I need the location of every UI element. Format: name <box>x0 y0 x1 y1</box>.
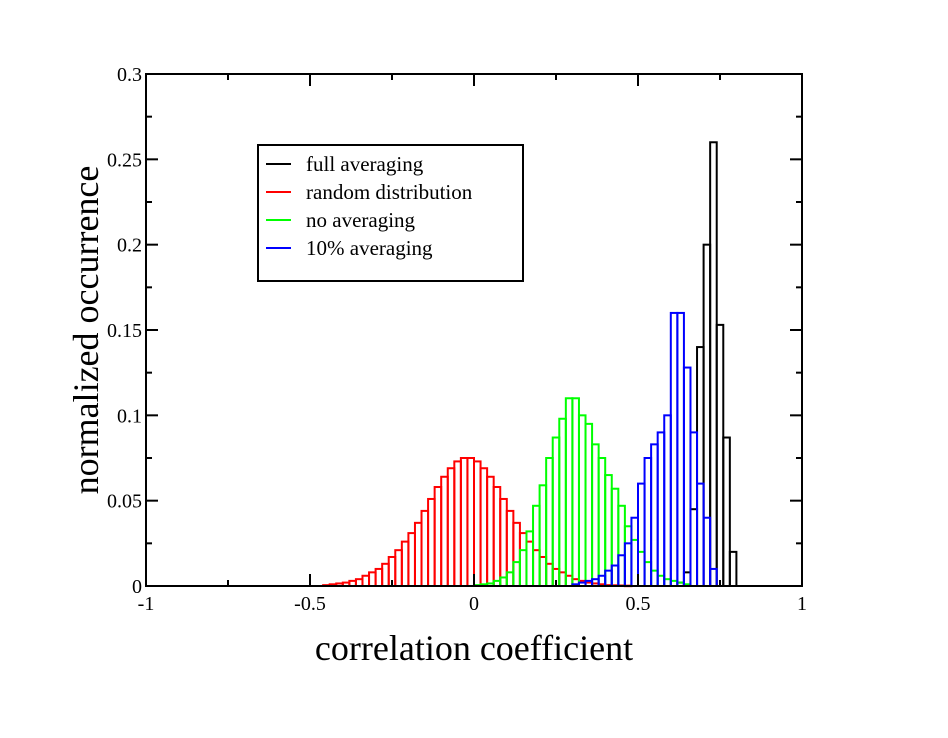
series-3-bars <box>571 311 718 588</box>
x-tick-label: 0.5 <box>626 593 651 615</box>
bar <box>728 550 738 587</box>
y-tick-label: 0.25 <box>107 149 142 171</box>
series-0-bars <box>676 141 738 588</box>
y-axis-title: normalized occurrence <box>66 166 106 495</box>
x-tick-label: 1 <box>797 593 807 615</box>
x-axis-title: correlation coefficient <box>315 628 633 668</box>
legend: full averaging random distribution no aver… <box>257 144 524 282</box>
x-tick-label: -0.5 <box>294 593 326 615</box>
legend-label: full averaging <box>306 152 424 176</box>
legend-label: random distribution <box>306 180 473 204</box>
x-tick-label: 0 <box>469 593 479 615</box>
legend-box <box>257 144 524 282</box>
x-tick-label: -1 <box>138 593 155 615</box>
legend-label: 10% averaging <box>306 236 433 260</box>
y-tick-label: 0.3 <box>117 64 142 86</box>
y-tick-label: 0.2 <box>117 235 142 257</box>
y-tick-label: 0.05 <box>107 491 142 513</box>
y-tick-label: 0 <box>132 576 142 598</box>
ticks-layer: -1 -0.5 0 0.5 1 0 0.05 0.1 0.15 0.2 0.25 0.3 <box>107 64 807 615</box>
legend-label: no averaging <box>306 208 416 232</box>
y-tick-label: 0.1 <box>117 405 142 427</box>
y-tick-label: 0.15 <box>107 320 142 342</box>
bar <box>709 567 718 588</box>
